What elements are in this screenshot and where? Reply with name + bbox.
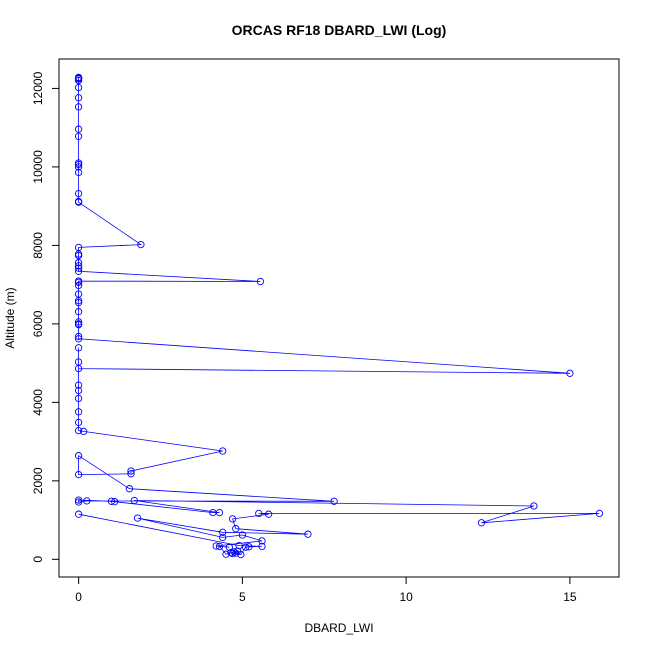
data-point-26	[74, 278, 83, 286]
data-point-55	[83, 497, 91, 505]
data-point-64	[477, 519, 486, 527]
x-tick-label-1: 5	[239, 590, 246, 604]
data-point-45	[74, 418, 83, 427]
data-point-39	[74, 358, 83, 366]
data-point-41	[74, 381, 83, 389]
data-point-70	[304, 530, 312, 538]
data-point-23	[74, 267, 83, 275]
data-point-37	[566, 369, 574, 377]
data-point-46	[74, 426, 83, 435]
data-point-27	[74, 281, 83, 290]
data-point-66	[255, 509, 263, 518]
data-point-54	[330, 497, 338, 505]
data-point-67	[264, 510, 273, 518]
y-tick-label-5: 10000	[31, 150, 45, 184]
data-point-35	[74, 332, 83, 341]
y-tick-label-1: 2000	[31, 467, 45, 494]
y-tick-label-6: 12000	[31, 71, 45, 105]
data-point-50	[127, 470, 135, 478]
data-point-59	[111, 498, 119, 506]
x-tick-label-2: 10	[399, 590, 413, 604]
data-point-68	[228, 515, 237, 523]
data-point-16	[137, 240, 145, 249]
data-point-53	[125, 485, 134, 493]
data-point-74	[238, 531, 247, 539]
y-axis: 0 2000 4000 6000 8000 10000 12000	[31, 71, 59, 563]
data-point-73	[219, 533, 227, 542]
data-point-32	[74, 318, 83, 326]
data-point-21	[74, 262, 83, 270]
data-point-24	[256, 277, 265, 286]
data-point-40	[74, 344, 83, 352]
data-point-11	[74, 163, 83, 171]
data-point-51	[74, 470, 83, 479]
series-line-0	[78, 77, 600, 556]
y-axis-label: Altitude (m)	[3, 287, 17, 348]
data-point-85	[237, 550, 245, 559]
data-point-65	[595, 509, 604, 518]
data-point-78	[215, 542, 224, 551]
data-point-8	[74, 132, 83, 140]
data-point-5	[74, 94, 83, 102]
data-point-86	[242, 543, 250, 551]
data-point-88	[258, 542, 266, 551]
data-point-76	[212, 542, 220, 550]
data-point-72	[133, 514, 142, 522]
data-point-31	[74, 308, 83, 316]
data-series	[74, 73, 604, 559]
data-point-77	[225, 543, 233, 551]
data-point-57	[74, 496, 83, 504]
data-point-44	[74, 408, 83, 416]
data-point-58	[107, 497, 116, 505]
data-point-13	[74, 189, 83, 198]
x-tick-label-0: 0	[75, 590, 82, 604]
data-point-81	[230, 548, 238, 556]
data-point-75	[258, 537, 266, 545]
data-point-42	[74, 386, 83, 395]
data-point-19	[74, 251, 83, 260]
data-point-6	[74, 103, 83, 111]
data-point-84	[228, 549, 237, 558]
x-tick-label-3: 15	[563, 590, 577, 604]
data-point-22	[74, 264, 83, 272]
data-point-56	[74, 498, 83, 506]
data-point-69	[232, 525, 240, 533]
data-point-12	[74, 168, 83, 177]
y-tick-label-4: 8000	[31, 232, 45, 259]
data-point-71	[219, 528, 227, 536]
y-tick-label-2: 4000	[31, 389, 45, 416]
data-point-47	[79, 427, 88, 436]
data-point-10	[74, 160, 83, 169]
x-axis-label: DBARD_LWI	[304, 621, 373, 635]
data-point-63	[530, 502, 538, 510]
data-point-89	[235, 541, 243, 550]
y-tick-label-3: 6000	[31, 310, 45, 337]
data-point-36	[74, 335, 83, 343]
data-point-7	[74, 125, 83, 133]
data-point-61	[215, 508, 224, 517]
data-point-87	[245, 543, 253, 551]
y-tick-label-0: 0	[31, 556, 45, 563]
data-point-3	[74, 76, 83, 85]
data-point-83	[232, 549, 240, 557]
data-point-20	[74, 259, 83, 267]
data-point-49	[127, 467, 135, 475]
data-point-15	[74, 198, 83, 206]
data-point-52	[74, 452, 83, 460]
data-point-29	[74, 297, 83, 305]
x-axis: 0 5 10 15	[75, 577, 577, 604]
data-point-90	[74, 510, 83, 518]
data-point-4	[74, 83, 83, 92]
data-point-34	[74, 321, 83, 329]
data-point-62	[130, 496, 138, 505]
plot-frame	[58, 58, 620, 578]
data-point-48	[219, 447, 227, 455]
data-point-30	[74, 299, 83, 307]
data-point-43	[74, 394, 83, 403]
chart-title: ORCAS RF18 DBARD_LWI (Log)	[232, 22, 447, 38]
